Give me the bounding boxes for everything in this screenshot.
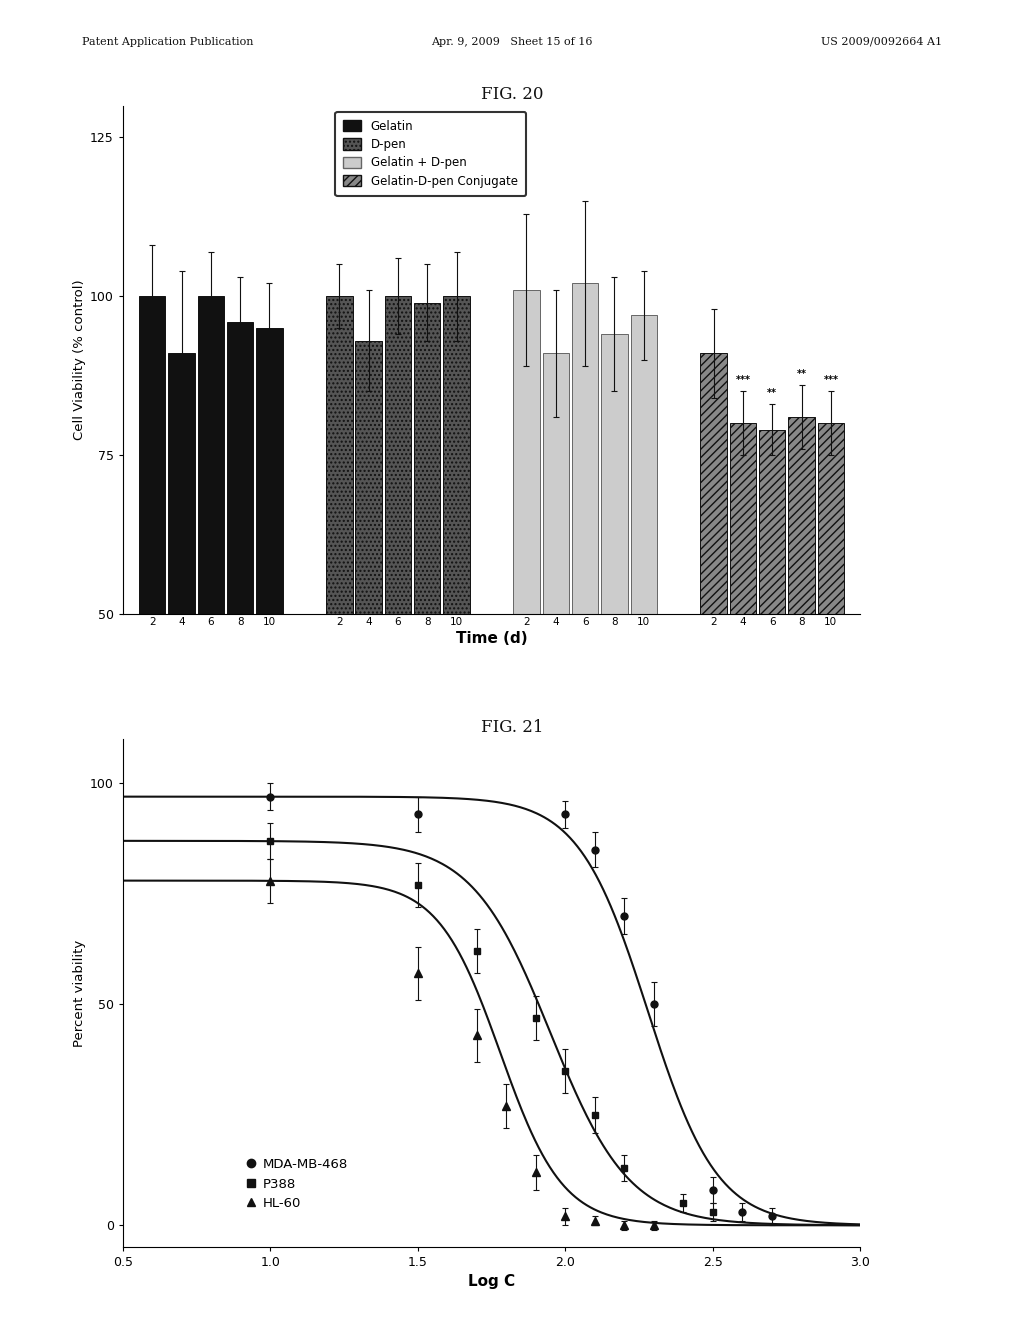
Text: ***: *** [735,375,751,385]
Text: **: ** [797,368,807,379]
Text: **: ** [767,388,777,397]
Y-axis label: Percent viability: Percent viability [73,940,86,1047]
Bar [139,296,166,614]
Bar [543,354,569,614]
Bar [730,424,756,614]
Text: ***: *** [823,375,839,385]
X-axis label: Log C: Log C [468,1274,515,1288]
Text: FIG. 20: FIG. 20 [480,86,544,103]
Bar [256,327,283,614]
Bar [759,429,785,614]
Bar [700,354,727,614]
Text: FIG. 21: FIG. 21 [480,719,544,737]
Bar [355,341,382,614]
Bar [788,417,815,614]
Bar [443,296,470,614]
Text: Apr. 9, 2009   Sheet 15 of 16: Apr. 9, 2009 Sheet 15 of 16 [431,37,593,48]
Bar [227,322,253,614]
Bar [326,296,352,614]
Bar [817,424,844,614]
Bar [631,315,657,614]
X-axis label: Time (d): Time (d) [456,631,527,645]
Bar [601,334,628,614]
Bar [414,302,440,614]
Text: US 2009/0092664 A1: US 2009/0092664 A1 [821,37,942,48]
Bar [385,296,412,614]
Legend: Gelatin, D-pen, Gelatin + D-pen, Gelatin-D-pen Conjugate: Gelatin, D-pen, Gelatin + D-pen, Gelatin… [335,111,526,195]
Text: Patent Application Publication: Patent Application Publication [82,37,253,48]
Y-axis label: Cell Viability (% control): Cell Viability (% control) [73,280,86,440]
Bar [513,290,540,614]
Bar [571,284,598,614]
Bar [198,296,224,614]
Bar [168,354,195,614]
Legend: MDA-MB-468, P388, HL-60: MDA-MB-468, P388, HL-60 [240,1152,353,1216]
